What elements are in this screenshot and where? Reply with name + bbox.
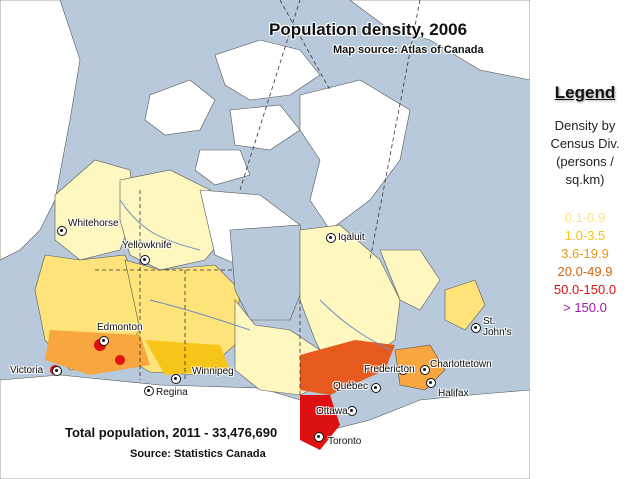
total-population: Total population, 2011 - 33,476,690 bbox=[65, 425, 278, 440]
city-label-toronto: Toronto bbox=[328, 436, 362, 447]
city-label-regina: Regina bbox=[156, 387, 188, 398]
halifax-marker-icon bbox=[426, 378, 436, 388]
legend-description: Density by Census Div. (persons / sq.km) bbox=[550, 118, 620, 187]
victoria-marker-icon bbox=[52, 366, 62, 376]
river-2 bbox=[149, 299, 251, 331]
legend-panel: Legend Density by Census Div. (persons /… bbox=[532, 0, 638, 479]
city-label-yellowknife: Yellowknife bbox=[122, 240, 172, 251]
city-label-charlottetown: Charlottetown bbox=[430, 359, 492, 370]
city-label-winnipeg: Winnipeg bbox=[192, 366, 234, 377]
fredericton-marker-icon bbox=[398, 365, 408, 375]
population-source: Source: Statistics Canada bbox=[130, 448, 266, 460]
legend-item-0: 0.1-0.9 bbox=[564, 210, 606, 225]
city-label-ottawa: Ottawa bbox=[316, 406, 348, 417]
yellowknife-marker-icon bbox=[140, 255, 150, 265]
greenland-land bbox=[349, 0, 530, 81]
arctic-island-1 bbox=[214, 39, 321, 101]
southern-alberta-dense bbox=[45, 330, 150, 375]
labrador bbox=[379, 249, 441, 311]
quebec-marker-icon bbox=[371, 383, 381, 393]
boundary-line-6 bbox=[369, 0, 421, 261]
city-label-victoria: Victoria bbox=[10, 365, 44, 376]
whitehorse-marker-icon bbox=[57, 226, 67, 236]
southern-ontario-dense bbox=[300, 395, 340, 450]
ottawa-marker-icon bbox=[347, 406, 357, 416]
usa-land bbox=[0, 374, 530, 479]
legend-item-5: > 150.0 bbox=[563, 300, 607, 315]
city-label-halifax: Halifax bbox=[438, 388, 469, 399]
regina-marker-icon bbox=[144, 386, 154, 396]
city-label-whitehorse: Whitehorse bbox=[68, 218, 119, 229]
toronto-marker-icon bbox=[314, 432, 324, 442]
hudson-bay bbox=[229, 224, 311, 321]
newfoundland bbox=[444, 279, 486, 331]
legend-item-3: 20.0-49.9 bbox=[557, 264, 613, 279]
legend-item-2: 3.6-19.9 bbox=[561, 246, 609, 261]
canada-map bbox=[0, 0, 530, 479]
legend-item-4: 50.0-150.0 bbox=[553, 282, 617, 297]
legend-title: Legend bbox=[554, 83, 616, 102]
arctic-island-2 bbox=[144, 79, 216, 136]
calgary-hotspot bbox=[115, 355, 125, 365]
charlottetown-marker-icon bbox=[420, 365, 430, 375]
map-panel: Population density, 2006 Map source: Atl… bbox=[0, 0, 530, 479]
st-lawrence-dense bbox=[300, 340, 395, 395]
boundary-line-4 bbox=[239, 0, 301, 191]
st-johns-marker-icon bbox=[471, 323, 481, 333]
arctic-island-3 bbox=[229, 104, 301, 151]
map-title: Population density, 2006 bbox=[269, 20, 468, 39]
map-source: Map source: Atlas of Canada bbox=[333, 44, 484, 56]
city-label-quebec: Québec bbox=[333, 381, 369, 392]
river-1 bbox=[119, 199, 201, 251]
city-label-edmonton: Edmonton bbox=[97, 322, 143, 333]
edmonton-marker-icon bbox=[99, 336, 109, 346]
winnipeg-marker-icon bbox=[171, 374, 181, 384]
legend-list: 0.1-0.9 1.0-3.5 3.6-19.9 20.0-49.9 50.0-… bbox=[532, 209, 638, 317]
baffin-island bbox=[299, 79, 411, 231]
boundary-line-5 bbox=[279, 0, 331, 91]
city-label-iqaluit: Iqaluit bbox=[338, 232, 365, 243]
city-label-st-johns: St. John's bbox=[483, 316, 512, 338]
river-3 bbox=[319, 299, 391, 351]
arctic-island-4 bbox=[194, 149, 251, 186]
iqaluit-marker-icon bbox=[326, 233, 336, 243]
legend-item-1: 1.0-3.5 bbox=[564, 228, 606, 243]
prairie-south-dense bbox=[145, 340, 230, 375]
city-label-fredericton: Fredericton bbox=[364, 364, 415, 375]
